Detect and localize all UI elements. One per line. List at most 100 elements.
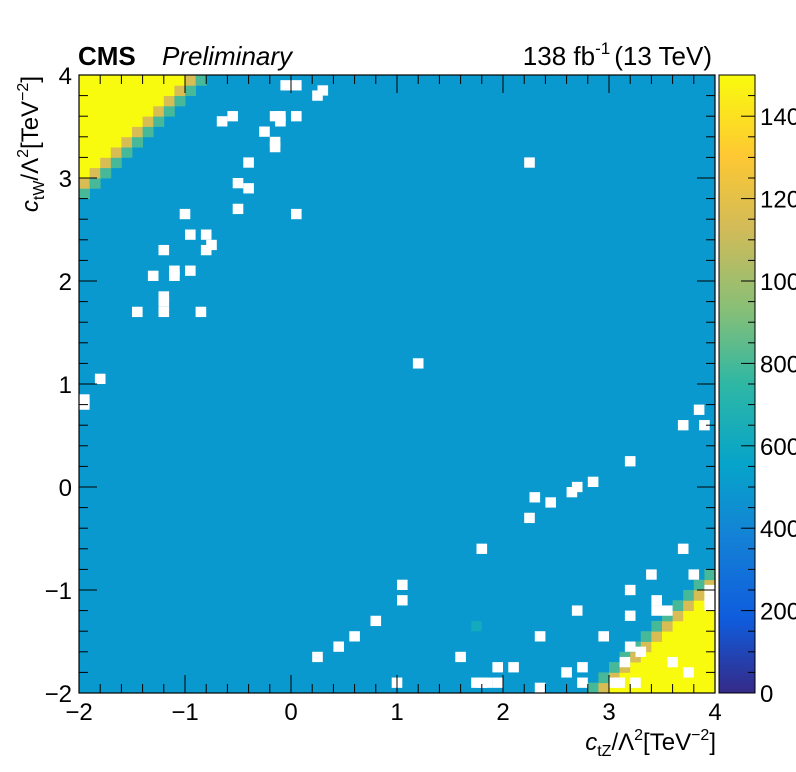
transition-cell (79, 188, 90, 199)
saturated-cell (672, 631, 684, 642)
empty-cell (200, 229, 212, 240)
empty-cell (349, 631, 360, 642)
y-title-unit-sup: −2 (15, 83, 32, 101)
empty-cell (577, 677, 588, 688)
empty-cell (598, 631, 609, 642)
transition-cell (153, 105, 165, 117)
transition-cell (609, 662, 620, 673)
saturated-cell (100, 147, 112, 158)
empty-cell (481, 677, 493, 688)
transition-cell (662, 620, 673, 632)
saturated-cell (704, 631, 716, 642)
transition-cell (693, 579, 705, 591)
saturated-cell (662, 662, 673, 673)
empty-cell (476, 543, 488, 554)
empty-cell (291, 111, 302, 122)
empty-cell (291, 208, 302, 220)
empty-cell (492, 662, 503, 673)
empty-cell (200, 244, 212, 256)
x-axis: −2 −1 0 1 2 3 4 (65, 75, 722, 726)
z-tick-label: 1200 (760, 187, 796, 214)
transition-cell (683, 600, 695, 611)
saturated-cell (640, 672, 652, 684)
empty-cell (508, 662, 519, 673)
transition-cell (651, 631, 663, 642)
saturated-cell (132, 116, 143, 127)
saturated-cell (704, 662, 716, 673)
saturated-cell (121, 95, 133, 107)
saturated-cell (79, 75, 90, 86)
saturated-cell (79, 167, 90, 179)
saturated-cell (672, 662, 684, 673)
saturated-cell (704, 682, 716, 694)
y-tick-label: −1 (45, 578, 72, 605)
saturated-cell (704, 610, 716, 622)
saturated-cell (662, 641, 673, 653)
empty-cell (566, 487, 578, 498)
saturated-cell (110, 126, 122, 138)
z-tick-label: 400 (760, 516, 796, 543)
saturated-cell (110, 105, 122, 117)
saturated-cell (651, 641, 663, 653)
empty-cell (571, 481, 583, 493)
x-tick-label: 3 (602, 699, 615, 726)
empty-cell (646, 569, 657, 580)
saturated-cell (683, 672, 695, 684)
transition-cell (100, 167, 112, 179)
empty-cell (699, 420, 710, 431)
saturated-cell (79, 157, 90, 169)
empty-cell (179, 208, 191, 220)
empty-cell (561, 667, 572, 678)
empty-cell (662, 605, 673, 616)
empty-cell (291, 80, 302, 91)
empty-cell (651, 605, 662, 616)
saturated-cell (89, 157, 101, 169)
saturated-cell (693, 610, 705, 622)
saturated-cell (100, 85, 112, 96)
empty-cell (667, 656, 678, 668)
saturated-cell (110, 85, 122, 96)
x-tick-label: −1 (171, 699, 198, 726)
saturated-cell (693, 600, 705, 611)
empty-cell (185, 265, 196, 276)
y-tick-label: 0 (59, 475, 72, 502)
empty-cell (169, 270, 180, 281)
z-tick-label: 0 (760, 681, 773, 708)
empty-cell (571, 605, 583, 616)
transition-cell (185, 75, 196, 86)
empty-cell (412, 358, 424, 369)
lumi-exponent: -1 (595, 39, 610, 58)
x-tick-label: 2 (496, 699, 509, 726)
empty-cell (624, 584, 636, 596)
empty-cell (534, 682, 546, 693)
saturated-cell (174, 75, 186, 86)
transition-cell (89, 178, 101, 189)
saturated-cell (651, 672, 663, 684)
empty-cell (630, 677, 641, 688)
saturated-cell (89, 116, 101, 127)
saturated-cell (142, 105, 154, 117)
empty-cell (312, 651, 323, 663)
saturated-cell (100, 136, 112, 148)
saturated-cell (683, 620, 695, 632)
saturated-cell (619, 672, 631, 684)
empty-cell (614, 677, 625, 688)
transition-cell (651, 620, 663, 632)
transition-cell (185, 85, 196, 96)
saturated-cell (672, 682, 684, 694)
saturated-cell (89, 95, 101, 107)
saturated-cell (693, 651, 705, 663)
saturated-cell (672, 641, 684, 653)
empty-cell (651, 595, 662, 606)
empty-cell (317, 85, 329, 96)
saturated-cell (100, 105, 112, 117)
saturated-cell (693, 620, 705, 632)
transition-cell (142, 126, 154, 138)
saturated-cell (640, 682, 652, 694)
saturated-cell (662, 682, 673, 694)
saturated-cell (640, 651, 652, 663)
y-title-unit: [TeV (17, 101, 44, 149)
transition-cell (598, 682, 610, 694)
y-title-close: ] (17, 76, 44, 83)
